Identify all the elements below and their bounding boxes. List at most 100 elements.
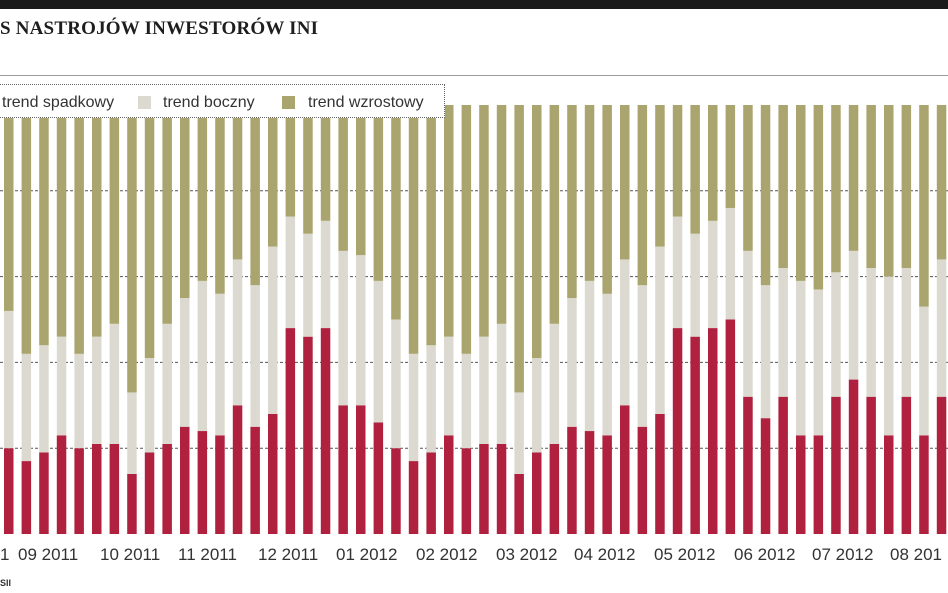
x-tick-label: 01 2012 xyxy=(336,545,397,564)
bar-segment-spadkowy xyxy=(285,328,296,534)
bar-segment-wzrostowy xyxy=(109,105,120,324)
legend-label-spadkowy: trend spadkowy xyxy=(2,94,115,111)
bar-segment-boczny xyxy=(268,246,278,414)
bar-segment-boczny xyxy=(338,250,348,406)
title-divider xyxy=(0,75,948,76)
bar-segment-boczny xyxy=(655,246,665,414)
bar-segment-wzrostowy xyxy=(637,105,648,286)
legend-label-wzrostowy: trend wzrostowy xyxy=(308,94,424,111)
bar-segment-spadkowy xyxy=(39,452,49,534)
x-tick-label: 03 2012 xyxy=(496,545,557,564)
bar-segment-spadkowy xyxy=(514,473,524,534)
bar-segment-wzrostowy xyxy=(92,105,102,337)
bar-segment-wzrostowy xyxy=(4,105,14,311)
bar-segment-spadkowy xyxy=(215,435,225,534)
bar-segment-wzrostowy xyxy=(584,105,595,281)
bar-segment-boczny xyxy=(162,323,172,444)
bar-segment-wzrostowy xyxy=(514,105,524,393)
bar-segment-spadkowy xyxy=(109,443,120,534)
bar-segment-spadkowy xyxy=(373,422,384,534)
bar-segment-boczny xyxy=(92,336,102,444)
bar-segment-wzrostowy xyxy=(655,105,665,247)
bar-segment-boczny xyxy=(672,216,683,329)
bar-segment-wzrostowy xyxy=(232,105,243,260)
bar-segment-wzrostowy xyxy=(532,105,542,359)
bar-segment-spadkowy xyxy=(567,426,577,534)
bar-segment-spadkowy xyxy=(127,473,137,534)
bar-segment-spadkowy xyxy=(549,443,560,534)
bar-segment-spadkowy xyxy=(831,396,841,534)
bar-segment-boczny xyxy=(4,310,14,449)
bar-segment-boczny xyxy=(56,336,67,436)
bar-segment-spadkowy xyxy=(180,426,190,534)
bar-segment-wzrostowy xyxy=(197,105,208,281)
bar-segment-wzrostowy xyxy=(144,105,155,359)
bar-segment-spadkowy xyxy=(672,328,683,534)
bar-segment-boczny xyxy=(760,285,771,419)
bar-segment-spadkowy xyxy=(690,336,700,534)
x-tick-label: 08 201 xyxy=(890,545,942,564)
bar-segment-spadkowy xyxy=(162,443,172,534)
bar-segment-wzrostowy xyxy=(21,105,32,354)
bar-segment-boczny xyxy=(637,285,648,427)
top-rule xyxy=(0,0,948,9)
bar-segment-wzrostowy xyxy=(549,105,560,324)
bar-segment-spadkowy xyxy=(320,328,331,534)
bar-segment-wzrostowy xyxy=(813,105,824,290)
bar-segment-spadkowy xyxy=(338,405,348,534)
bar-segment-boczny xyxy=(391,319,401,449)
bar-segment-wzrostowy xyxy=(796,105,806,281)
bar-segment-spadkowy xyxy=(250,426,260,534)
bar-segment-spadkowy xyxy=(408,461,419,534)
bar-segment-wzrostowy xyxy=(356,105,366,256)
bar-segment-wzrostowy xyxy=(444,105,454,337)
x-tick-label: 07 2012 xyxy=(812,545,873,564)
legend: trend spadkowy trend boczny trend wzrost… xyxy=(0,84,445,118)
bar-segment-wzrostowy xyxy=(620,105,630,260)
bar-segment-wzrostowy xyxy=(743,105,753,251)
bar-segment-boczny xyxy=(796,280,806,436)
bar-segment-wzrostowy xyxy=(162,105,172,324)
bar-segment-boczny xyxy=(303,233,313,337)
bar-segment-spadkowy xyxy=(479,443,489,534)
bar-segment-wzrostowy xyxy=(303,105,313,234)
bar-segment-wzrostowy xyxy=(919,105,929,307)
bar-segment-boczny xyxy=(743,250,753,397)
bar-segment-boczny xyxy=(479,336,489,444)
bar-segment-spadkowy xyxy=(496,443,507,534)
bar-segment-boczny xyxy=(197,280,208,432)
bar-segment-boczny xyxy=(109,323,120,444)
bar-segment-wzrostowy xyxy=(567,105,577,299)
bar-segment-boczny xyxy=(936,259,947,397)
bar-segment-wzrostowy xyxy=(831,105,841,273)
bar-segment-wzrostowy xyxy=(373,105,384,281)
bar-segment-wzrostowy xyxy=(672,105,683,217)
bar-segment-boczny xyxy=(356,255,366,406)
bar-segment-wzrostowy xyxy=(725,105,736,208)
bar-segment-wzrostowy xyxy=(268,105,278,247)
source-note: SII xyxy=(0,578,12,588)
bar-segment-boczny xyxy=(461,353,472,449)
bar-segment-spadkowy xyxy=(901,396,912,534)
bar-segment-wzrostowy xyxy=(848,105,859,251)
bar-segment-boczny xyxy=(901,268,912,397)
bar-segment-boczny xyxy=(848,250,859,380)
legend-label-boczny: trend boczny xyxy=(163,94,255,111)
bar-segment-wzrostowy xyxy=(461,105,472,354)
bar-segment-wzrostowy xyxy=(39,105,49,346)
bar-segment-boczny xyxy=(496,323,507,444)
bar-segment-wzrostowy xyxy=(602,105,612,294)
bar-segment-spadkowy xyxy=(884,435,894,534)
chart-title: S NASTROJÓW INWESTORÓW INI xyxy=(0,18,319,39)
bar-segment-wzrostowy xyxy=(426,105,436,346)
bar-segment-spadkowy xyxy=(268,413,278,534)
bar-segment-boczny xyxy=(250,285,260,427)
bar-segment-wzrostowy xyxy=(391,105,401,320)
bar-segment-spadkowy xyxy=(584,431,595,534)
bar-segment-boczny xyxy=(866,268,876,397)
bar-segment-wzrostowy xyxy=(180,105,190,299)
bar-segment-boczny xyxy=(215,293,225,436)
x-tick-label: 05 2012 xyxy=(654,545,715,564)
bar-segment-spadkowy xyxy=(197,431,208,534)
bar-segment-wzrostowy xyxy=(338,105,348,251)
